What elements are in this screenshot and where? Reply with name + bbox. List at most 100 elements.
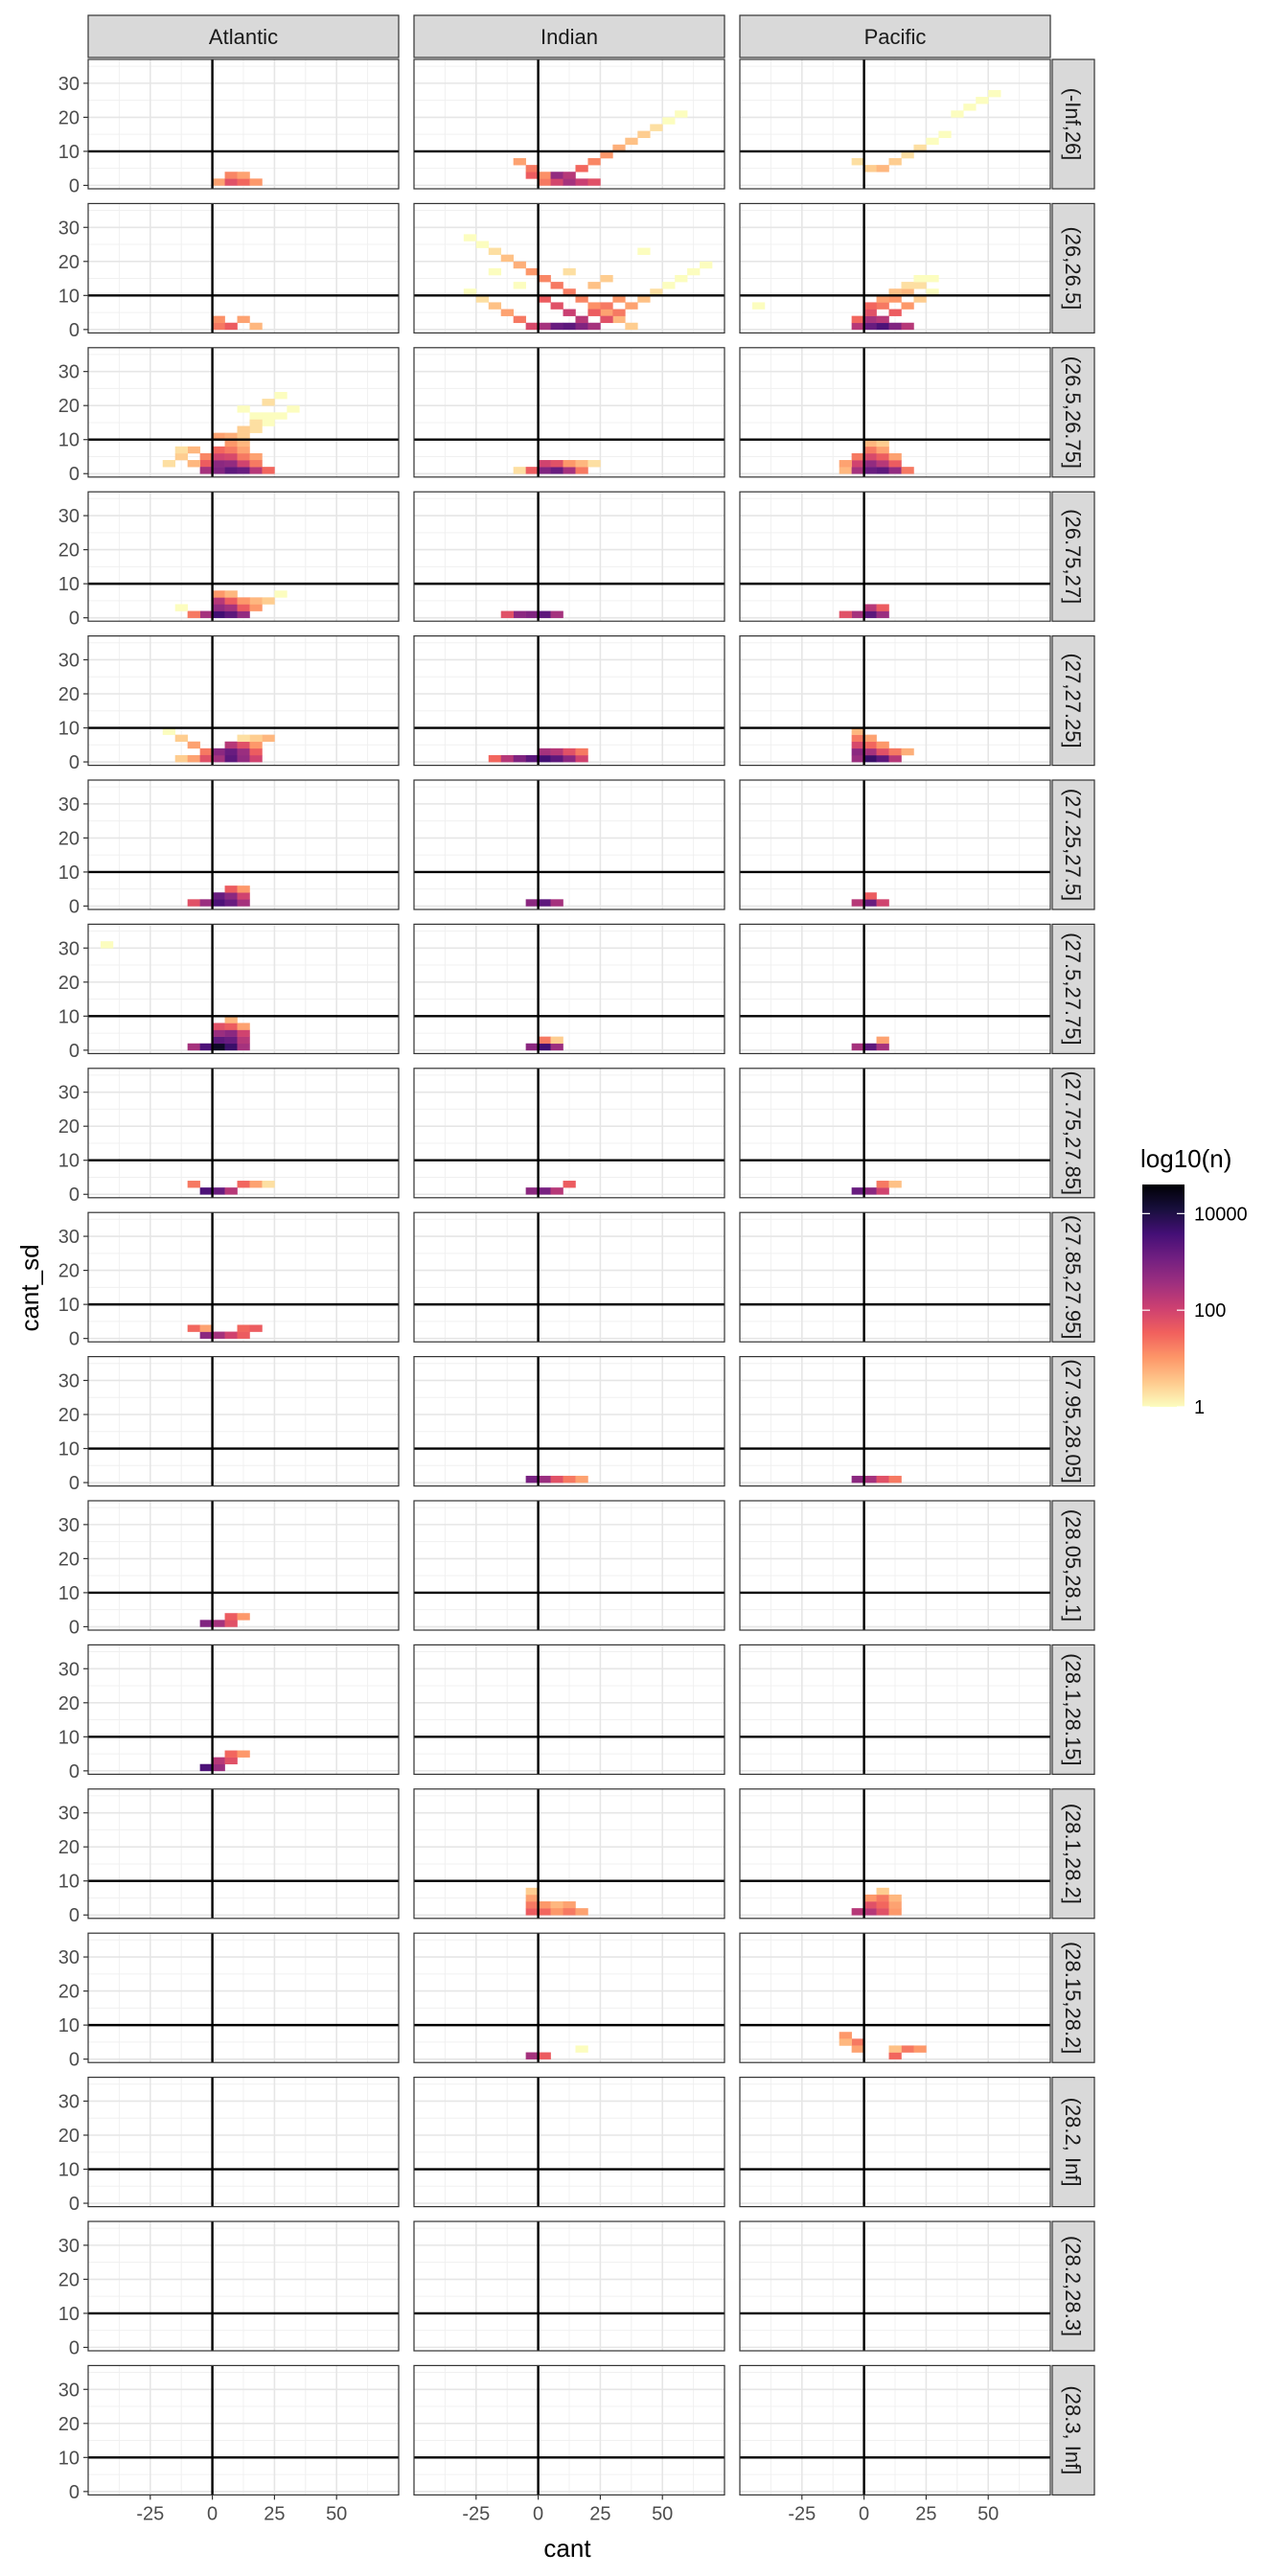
heatmap-tile (199, 467, 213, 474)
heatmap-tile (212, 322, 225, 331)
heatmap-tile (187, 754, 200, 763)
y-tick-label: 30 (58, 362, 80, 383)
heatmap-tile (550, 322, 564, 331)
facet-panel (413, 1644, 725, 1776)
y-tick-label: 10 (58, 719, 80, 740)
heatmap-tile (463, 288, 477, 296)
heatmap-tile (575, 467, 588, 474)
row-strip-label: (27.75,27.85] (1061, 1070, 1085, 1195)
row-strip-label: (27.25,27.5] (1061, 789, 1085, 901)
heatmap-tile (224, 1187, 238, 1195)
heatmap-tile (224, 439, 238, 448)
heatmap-tile (538, 172, 551, 179)
heatmap-tile (488, 247, 502, 255)
x-tick-label: 25 (264, 2503, 285, 2524)
legend-tick-label: 1 (1194, 1397, 1205, 1418)
heatmap-tile (199, 610, 213, 618)
heatmap-tile (249, 322, 263, 331)
column-strip: Indian (413, 14, 725, 58)
heatmap-tile (976, 97, 989, 104)
y-tick-label: 0 (69, 609, 80, 630)
row-strip-label: (27,27.25] (1061, 654, 1085, 748)
heatmap-tile (839, 2038, 852, 2046)
heatmap-tile (851, 452, 864, 461)
column-strip-background (413, 14, 725, 58)
heatmap-tile (600, 315, 613, 324)
heatmap-tile (563, 748, 576, 756)
y-tick-label: 10 (58, 1151, 80, 1172)
y-tick-label: 20 (58, 1549, 80, 1570)
y-tick-label: 30 (58, 1515, 80, 1536)
row-strip: (26.5,26.75] (1051, 347, 1095, 478)
panel-border (739, 923, 1051, 1055)
x-axis-title: cant (543, 2534, 591, 2563)
heatmap-tile (901, 322, 914, 331)
heatmap-tile (876, 604, 889, 611)
heatmap-tile (863, 754, 877, 763)
column-strip-label: Atlantic (209, 25, 278, 49)
heatmap-tile (237, 315, 250, 324)
y-tick-label: 0 (69, 1329, 80, 1350)
heatmap-tile (550, 1043, 564, 1051)
heatmap-tile (237, 172, 250, 179)
facet-panel (87, 58, 400, 190)
y-tick-label: 10 (58, 2160, 80, 2181)
heatmap-tile (224, 1029, 238, 1037)
heatmap-tile (488, 267, 502, 276)
heatmap-tile (575, 315, 588, 324)
heatmap-tile (863, 1043, 877, 1051)
heatmap-tile (851, 1187, 864, 1195)
facet-panel (739, 634, 1051, 767)
heatmap-tile (212, 597, 225, 605)
legend-tick-label: 10000 (1194, 1204, 1248, 1225)
heatmap-tile (851, 2045, 864, 2053)
row-strip-label: (27.85,27.95] (1061, 1215, 1085, 1340)
x-tick-label: 50 (326, 2503, 347, 2524)
heatmap-tile (600, 275, 613, 283)
x-tick-label: 0 (533, 2503, 543, 2524)
heatmap-tile (237, 1750, 250, 1758)
heatmap-tile (612, 144, 626, 152)
heatmap-tile (550, 302, 564, 310)
heatmap-tile (525, 1908, 539, 1916)
heatmap-tile (249, 748, 263, 756)
heatmap-tile (863, 748, 877, 756)
heatmap-tile (575, 460, 588, 468)
y-tick-label: 0 (69, 2482, 80, 2503)
heatmap-tile (224, 1016, 238, 1024)
heatmap-tile (863, 467, 877, 474)
heatmap-tile (525, 165, 539, 172)
panel-border (413, 634, 725, 767)
row-strip-label: (27.5,27.75] (1061, 932, 1085, 1045)
y-tick-label: 30 (58, 938, 80, 959)
row-strip-background (1051, 347, 1095, 478)
row-strip-label: (26.5,26.75] (1061, 356, 1085, 469)
heatmap-tile (237, 892, 250, 900)
heatmap-tile (212, 754, 225, 763)
panel-border (87, 1355, 400, 1487)
heatmap-tile (525, 1887, 539, 1896)
heatmap-tile (212, 178, 225, 186)
heatmap-tile (876, 754, 889, 763)
heatmap-tile (863, 892, 877, 900)
facet-panel (739, 1068, 1051, 1199)
heatmap-tile (550, 172, 564, 179)
heatmap-tile (888, 295, 902, 303)
heatmap-tile (224, 597, 238, 605)
heatmap-tile (863, 1187, 877, 1195)
heatmap-tile (662, 282, 676, 289)
panel-border (739, 2220, 1051, 2352)
heatmap-tile (876, 1475, 889, 1484)
y-tick-label: 30 (58, 650, 80, 671)
facet-panel (413, 1355, 725, 1487)
y-tick-label: 10 (58, 1583, 80, 1604)
heatmap-tile (926, 137, 939, 146)
heatmap-tile (863, 899, 877, 907)
heatmap-tile (650, 124, 663, 131)
heatmap-tile (888, 2045, 902, 2053)
panel-border (739, 347, 1051, 478)
heatmap-tile (851, 734, 864, 743)
y-tick-label: 30 (58, 218, 80, 239)
heatmap-tile (237, 1023, 250, 1030)
facet-panel (87, 923, 400, 1055)
